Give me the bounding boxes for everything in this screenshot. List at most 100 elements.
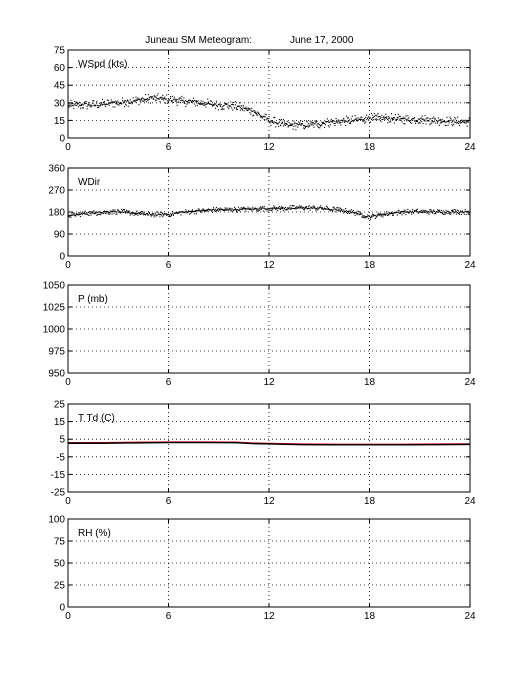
wspd-point <box>142 100 144 102</box>
wdir-point <box>356 214 358 216</box>
wspd-point <box>367 117 369 119</box>
wspd-point <box>273 117 275 119</box>
wdir-point <box>191 210 194 212</box>
wspd-point <box>317 123 319 125</box>
wdir-point <box>310 206 312 208</box>
wdir-point <box>405 214 407 216</box>
wdir-point <box>207 209 209 211</box>
wspd-point <box>459 120 462 122</box>
wspd-point <box>129 102 131 104</box>
wspd-point <box>360 116 362 118</box>
wspd-label: WSpd (kts) <box>78 59 127 70</box>
wdir-point <box>377 213 379 216</box>
wdir-point <box>401 214 403 216</box>
wdir-point <box>312 205 314 207</box>
wdir-point <box>263 207 265 209</box>
wdir-point <box>158 213 160 215</box>
wdir-point <box>391 214 394 216</box>
rh-ytick-label: 75 <box>54 537 66 548</box>
wdir-point <box>300 207 302 209</box>
wspd-point <box>249 112 251 114</box>
wdir-point <box>446 210 448 213</box>
wspd-point <box>331 121 333 123</box>
wspd-point <box>76 101 78 103</box>
wdir-point <box>239 211 241 213</box>
wdir-point <box>212 211 214 213</box>
wdir-point <box>454 208 456 211</box>
wspd-point <box>373 112 375 115</box>
wspd-point <box>303 125 306 127</box>
wspd-point <box>369 117 371 119</box>
wspd-series <box>67 93 471 131</box>
wdir-point <box>102 211 105 213</box>
wdir-point <box>145 212 148 215</box>
wspd-point <box>357 117 359 119</box>
temp-dewpoint-xtick-label: 6 <box>166 496 172 507</box>
wdir-point <box>384 213 386 215</box>
wdir-point <box>262 210 264 212</box>
wspd-point <box>195 100 197 102</box>
wspd-point <box>136 99 138 101</box>
wspd-point <box>292 128 294 130</box>
wspd-point <box>433 121 435 123</box>
wdir-point <box>151 214 153 216</box>
wspd-point <box>296 123 298 125</box>
wspd-point <box>182 99 184 102</box>
wdir-point <box>321 208 323 210</box>
wdir-point <box>215 210 217 212</box>
figure-date: June 17, 2000 <box>290 35 354 46</box>
wdir-point <box>235 210 238 212</box>
wdir-point <box>134 212 136 214</box>
wdir-point <box>168 215 171 217</box>
wspd-point <box>124 100 127 102</box>
wspd-point <box>403 123 405 125</box>
wspd-point <box>114 106 116 108</box>
wspd-point <box>196 104 198 106</box>
wdir-point <box>396 214 398 216</box>
wdir-point <box>211 209 213 211</box>
wspd-point <box>149 102 151 104</box>
rh-xtick-label: 6 <box>166 611 172 622</box>
wspd-point <box>405 115 407 117</box>
wspd-point <box>246 110 248 112</box>
wspd-point <box>77 102 79 104</box>
wspd-point <box>150 97 152 99</box>
wspd-point <box>288 121 290 123</box>
temp-dewpoint-ytick-label: 15 <box>54 417 66 428</box>
wspd-point <box>376 119 378 121</box>
wdir-point <box>129 214 131 216</box>
wdir-point <box>146 214 149 216</box>
wdir-point <box>405 211 407 213</box>
wdir-point <box>290 208 292 210</box>
wspd-point <box>158 98 160 100</box>
wspd-point <box>335 121 337 123</box>
wspd-point <box>178 98 180 100</box>
wdir-point <box>86 213 88 215</box>
wspd-point <box>354 115 356 117</box>
wdir-point <box>460 211 462 213</box>
wdir-point <box>453 212 455 214</box>
wspd-point <box>199 103 201 105</box>
wspd-point <box>265 114 267 116</box>
wdir-point <box>277 208 279 210</box>
wspd-point <box>217 103 219 106</box>
wdir-point <box>235 209 237 211</box>
wspd-point <box>422 122 424 124</box>
wspd-point <box>185 99 187 101</box>
wdir-point <box>292 207 294 210</box>
wdir-point <box>261 207 263 209</box>
wspd-point <box>430 123 432 125</box>
wspd-point <box>259 116 261 118</box>
wspd-point <box>147 94 149 96</box>
wspd-point <box>235 108 238 110</box>
wdir-point <box>332 206 334 208</box>
wdir-point <box>249 207 251 209</box>
wspd-point <box>118 104 120 106</box>
wspd-point <box>397 113 399 115</box>
wdir-point <box>264 208 266 210</box>
wspd-point <box>244 107 246 109</box>
wspd-point <box>127 105 129 107</box>
wdir-point <box>368 215 370 217</box>
wspd-point <box>293 120 295 122</box>
wspd-point <box>409 121 411 123</box>
